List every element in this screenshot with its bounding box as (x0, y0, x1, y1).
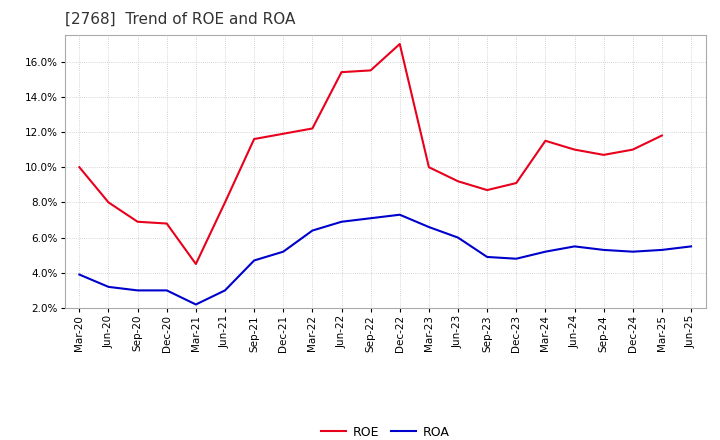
ROA (163, 288, 171, 293)
ROE (599, 152, 608, 158)
ROE (657, 133, 666, 138)
ROA (454, 235, 462, 240)
ROA (192, 302, 200, 307)
ROE (512, 180, 521, 186)
Legend: ROE, ROA: ROE, ROA (316, 421, 454, 440)
ROE (570, 147, 579, 152)
ROE (395, 41, 404, 47)
ROE (133, 219, 142, 224)
Text: [2768]  Trend of ROE and ROA: [2768] Trend of ROE and ROA (65, 12, 295, 27)
ROA (308, 228, 317, 233)
ROA (220, 288, 229, 293)
ROE (366, 68, 375, 73)
ROA (687, 244, 696, 249)
ROA (279, 249, 287, 254)
ROA (425, 224, 433, 230)
ROA (337, 219, 346, 224)
ROA (483, 254, 492, 260)
ROE (104, 200, 113, 205)
ROE (308, 126, 317, 131)
ROA (104, 284, 113, 290)
ROE (163, 221, 171, 226)
ROE (192, 261, 200, 267)
ROA (133, 288, 142, 293)
ROE (279, 131, 287, 136)
ROA (599, 247, 608, 253)
ROA (541, 249, 550, 254)
ROA (75, 272, 84, 277)
Line: ROA: ROA (79, 215, 691, 304)
ROE (220, 200, 229, 205)
ROE (629, 147, 637, 152)
ROE (250, 136, 258, 142)
ROE (541, 138, 550, 143)
ROE (425, 165, 433, 170)
ROE (454, 179, 462, 184)
ROA (512, 256, 521, 261)
ROA (366, 216, 375, 221)
ROA (657, 247, 666, 253)
ROA (395, 212, 404, 217)
ROA (570, 244, 579, 249)
ROA (629, 249, 637, 254)
ROA (250, 258, 258, 263)
ROE (337, 70, 346, 75)
ROE (483, 187, 492, 193)
Line: ROE: ROE (79, 44, 662, 264)
ROE (75, 165, 84, 170)
